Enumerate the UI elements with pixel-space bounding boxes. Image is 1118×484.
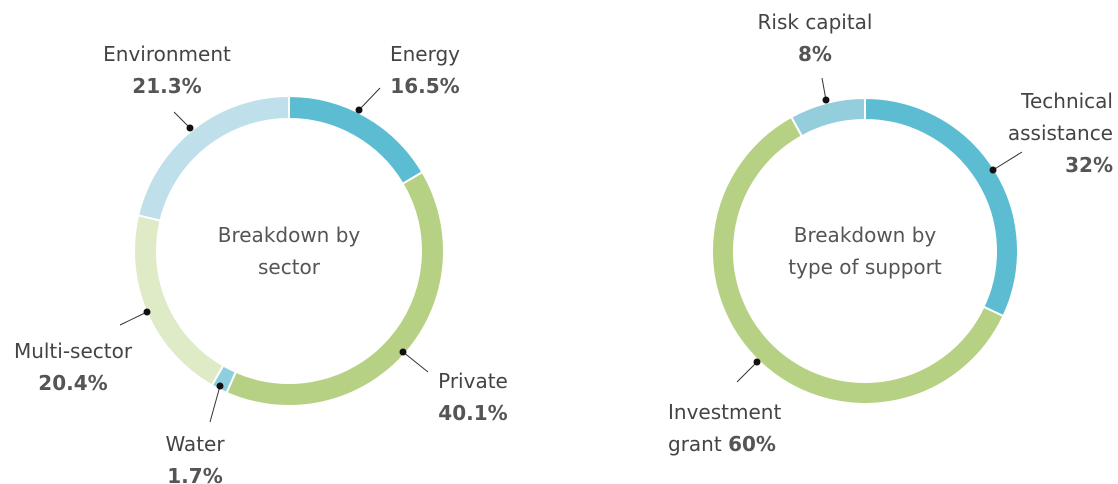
center-label: Breakdown by type of support [788,223,942,279]
leader-line [209,385,221,423]
value-label: 20.4% [38,371,108,395]
segment-label: Investment grant 60% [668,396,798,460]
category-name: Investment grant [668,400,782,456]
leader-line [992,151,1023,171]
leader-dot [989,166,997,174]
leader-dot [355,106,363,114]
segment-label: Multi-sector 20.4% [0,335,153,399]
value-label: 40.1% [438,401,508,425]
category-name: Multi-sector [13,339,133,363]
segment-label: Risk capital 8% [735,6,895,70]
category-name: Technical assistance [1007,89,1113,145]
leader-dot [399,348,407,356]
segment-label: Water 1.7% [115,428,275,484]
value-label: 8% [798,42,832,66]
leader-line [173,111,191,129]
value-label: 1.7% [167,464,223,484]
leader-line [119,311,148,326]
donut-segment [136,94,290,222]
donut-segment [789,96,866,138]
value-label: 21.3% [132,74,202,98]
category-name: Private [438,369,508,393]
segment-label: Energy 16.5% [345,38,505,102]
value-label: 16.5% [390,74,460,98]
segment-label: Technical assistance 32% [983,85,1113,181]
leader-line [736,361,758,383]
leader-dot [216,382,224,390]
leader-dot [143,308,151,316]
segment-label: Environment 21.3% [87,38,247,102]
category-name: Water [165,432,225,456]
leader-dot [753,358,761,366]
center-label: Breakdown by sector [217,223,361,279]
leader-line [358,87,381,111]
segment-label: Private 40.1% [393,365,553,429]
leader-dot [186,124,194,132]
leader-line [821,77,827,101]
leader-line [402,351,429,373]
category-name: Energy [389,42,461,66]
category-name: Risk capital [757,10,873,34]
leader-dot [822,96,830,104]
category-name: Environment [103,42,231,66]
value-label: 60% [728,432,776,456]
value-label: 32% [1065,153,1113,177]
